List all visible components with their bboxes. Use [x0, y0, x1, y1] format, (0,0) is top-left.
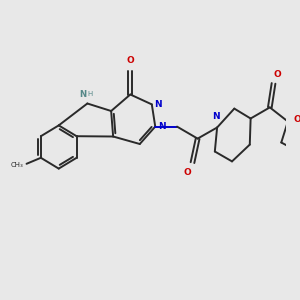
Text: N: N: [212, 112, 220, 121]
Text: N: N: [158, 122, 165, 131]
Text: N: N: [79, 90, 86, 99]
Text: O: O: [273, 70, 281, 79]
Text: O: O: [127, 56, 134, 65]
Text: CH₃: CH₃: [11, 162, 23, 168]
Text: O: O: [184, 168, 191, 177]
Text: N: N: [154, 100, 162, 109]
Text: O: O: [294, 116, 300, 124]
Text: H: H: [88, 91, 93, 97]
